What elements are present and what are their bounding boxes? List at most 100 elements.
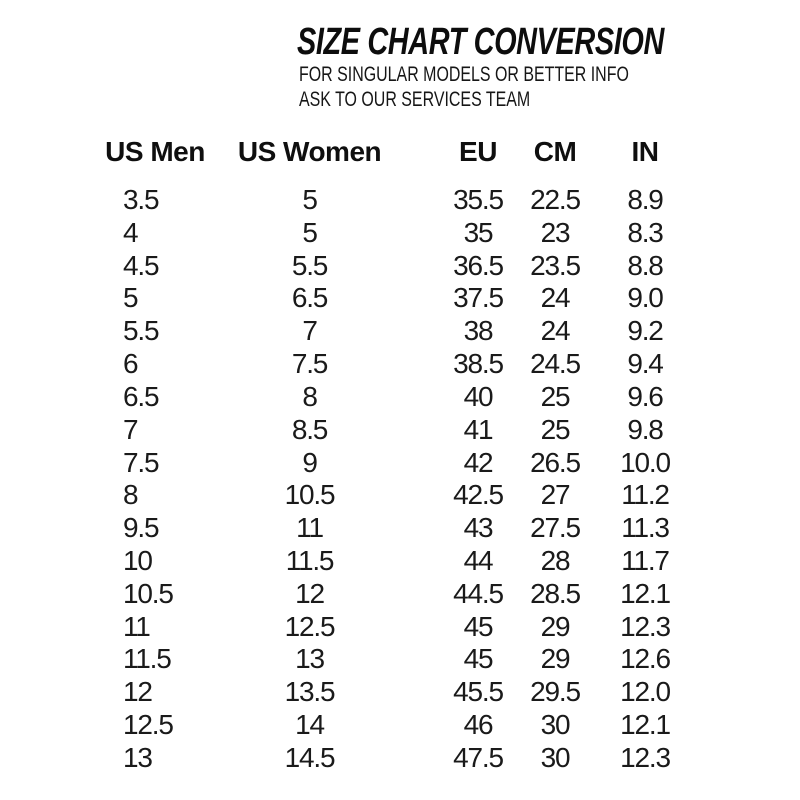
table-cell-in: 8.9: [627, 184, 664, 215]
table-cell-us-women: 5.5: [291, 249, 329, 281]
table-cell-us-men: 12: [123, 676, 153, 708]
table-cell-us-women: 11.5: [285, 544, 335, 576]
subtitle-line-1: FOR SINGULAR MODELS OR BETTER INFO: [299, 63, 629, 86]
table-cell-us-men: 7: [123, 413, 139, 445]
table-cell-cm: 26.5: [530, 446, 581, 478]
table-cell-eu: 44.5: [453, 577, 504, 609]
table-cell-eu: 44: [463, 544, 494, 576]
column-header-us-men: US Men: [105, 136, 205, 167]
table-cell-cm: 25: [540, 413, 571, 445]
table-cell-us-women: 7: [302, 315, 318, 347]
table-cell-us-men: 12.5: [123, 709, 174, 740]
table-cell-in: 10.0: [620, 446, 671, 478]
table-cell-eu: 40: [463, 380, 494, 412]
table-cell-us-women: 5: [302, 184, 318, 215]
table-cell-cm: 28.5: [530, 577, 581, 609]
page-title: SIZE CHART CONVERSION: [297, 21, 664, 63]
table-cell-eu: 35.5: [453, 184, 504, 215]
table-cell-cm: 29: [540, 610, 571, 642]
table-cell-eu: 38.5: [453, 348, 504, 380]
table-cell-in: 11.2: [621, 479, 670, 511]
table-cell-us-men: 5: [123, 282, 139, 314]
size-table-header-row: US Men US Women EU CM IN: [100, 137, 727, 167]
table-cell-eu: 35: [463, 216, 494, 248]
table-cell-us-men: 6: [123, 348, 139, 380]
table-cell-eu: 41: [463, 413, 494, 445]
table-cell-in: 11.3: [621, 512, 670, 544]
table-cell-us-men: 4.5: [123, 249, 160, 281]
size-table-body: 3.5 5 35.5 22.5 8.9 4 5 35 23 8.3 4.5 5.5 36.5 23.5 8.…: [100, 184, 727, 775]
table-cell-us-women: 12: [295, 577, 325, 609]
table-cell-cm: 25: [540, 380, 571, 412]
table-cell-in: 12.3: [620, 741, 671, 773]
column-header-in: IN: [631, 136, 660, 167]
subtitle-line-2: ASK TO OUR SERVICES TEAM: [299, 87, 531, 111]
table-cell-cm: 27: [540, 479, 571, 511]
column-header-us-women: US Women: [237, 136, 382, 167]
table-cell-us-women: 10.5: [284, 479, 336, 511]
table-cell-us-men: 9.5: [123, 512, 160, 544]
table-cell-us-men: 3.5: [123, 184, 160, 215]
table-cell-us-men: 10.5: [123, 577, 174, 609]
table-cell-eu: 42: [463, 446, 494, 478]
table-cell-eu: 47.5: [453, 741, 504, 773]
table-cell-us-women: 5: [302, 216, 318, 248]
table-cell-cm: 27.5: [530, 512, 581, 544]
table-cell-us-women: 12.5: [284, 610, 336, 642]
table-cell-us-women: 13: [295, 643, 325, 675]
table-cell-eu: 45.5: [453, 676, 504, 708]
table-cell-eu: 38: [463, 315, 494, 347]
table-cell-cm: 24: [540, 282, 571, 314]
table-cell-us-men: 11: [123, 610, 151, 642]
table-cell-eu: 45: [463, 610, 494, 642]
table-cell-us-women: 8: [302, 380, 318, 412]
table-cell-eu: 46: [463, 709, 494, 740]
table-cell-us-women: 9: [302, 446, 318, 478]
table-cell-in: 9.8: [627, 413, 664, 445]
table-cell-us-men: 8: [123, 479, 139, 511]
table-cell-us-women: 14: [295, 709, 325, 740]
table-cell-cm: 23.5: [530, 249, 581, 281]
table-cell-cm: 29.5: [530, 676, 581, 708]
table-cell-us-men: 4: [123, 216, 139, 248]
table-cell-in: 11.7: [621, 544, 670, 576]
table-cell-in: 12.0: [620, 676, 671, 708]
table-cell-us-women: 6.5: [291, 282, 329, 314]
table-cell-in: 8.8: [627, 249, 664, 281]
table-cell-in: 12.6: [620, 643, 671, 675]
table-cell-eu: 37.5: [453, 282, 504, 314]
table-cell-cm: 24: [540, 315, 571, 347]
table-cell-cm: 28: [540, 544, 571, 576]
table-cell-us-men: 5.5: [123, 315, 160, 347]
table-cell-eu: 42.5: [453, 479, 504, 511]
table-cell-us-women: 7.5: [291, 348, 329, 380]
table-cell-in: 12.1: [620, 709, 671, 740]
column-header-cm: CM: [533, 136, 577, 167]
table-cell-us-women: 8.5: [291, 413, 329, 445]
table-cell-cm: 30: [540, 709, 571, 740]
page-subtitle: FOR SINGULAR MODELS OR BETTER INFO ASK TO…: [299, 63, 629, 112]
table-cell-eu: 43: [463, 512, 494, 544]
table-cell-us-men: 13: [123, 741, 153, 773]
table-cell-in: 12.1: [620, 577, 671, 609]
table-cell-us-women: 11: [296, 512, 324, 544]
table-cell-in: 9.0: [627, 282, 664, 314]
table-cell-cm: 29: [540, 643, 571, 675]
table-cell-us-women: 13.5: [284, 676, 336, 708]
table-cell-us-men: 7.5: [123, 446, 160, 478]
table-cell-us-men: 11.5: [123, 643, 172, 675]
table-cell-in: 9.2: [627, 315, 664, 347]
table-cell-cm: 30: [540, 741, 571, 773]
table-cell-in: 9.4: [627, 348, 664, 380]
column-header-eu: EU: [459, 136, 497, 167]
table-cell-eu: 45: [463, 643, 494, 675]
table-cell-eu: 36.5: [453, 249, 504, 281]
table-cell-cm: 23: [540, 216, 571, 248]
table-cell-in: 12.3: [620, 610, 671, 642]
table-cell-us-women: 14.5: [284, 741, 336, 773]
table-cell-us-men: 10: [123, 544, 153, 576]
table-cell-us-men: 6.5: [123, 380, 160, 412]
table-cell-in: 9.6: [627, 380, 664, 412]
table-cell-cm: 24.5: [530, 348, 581, 380]
